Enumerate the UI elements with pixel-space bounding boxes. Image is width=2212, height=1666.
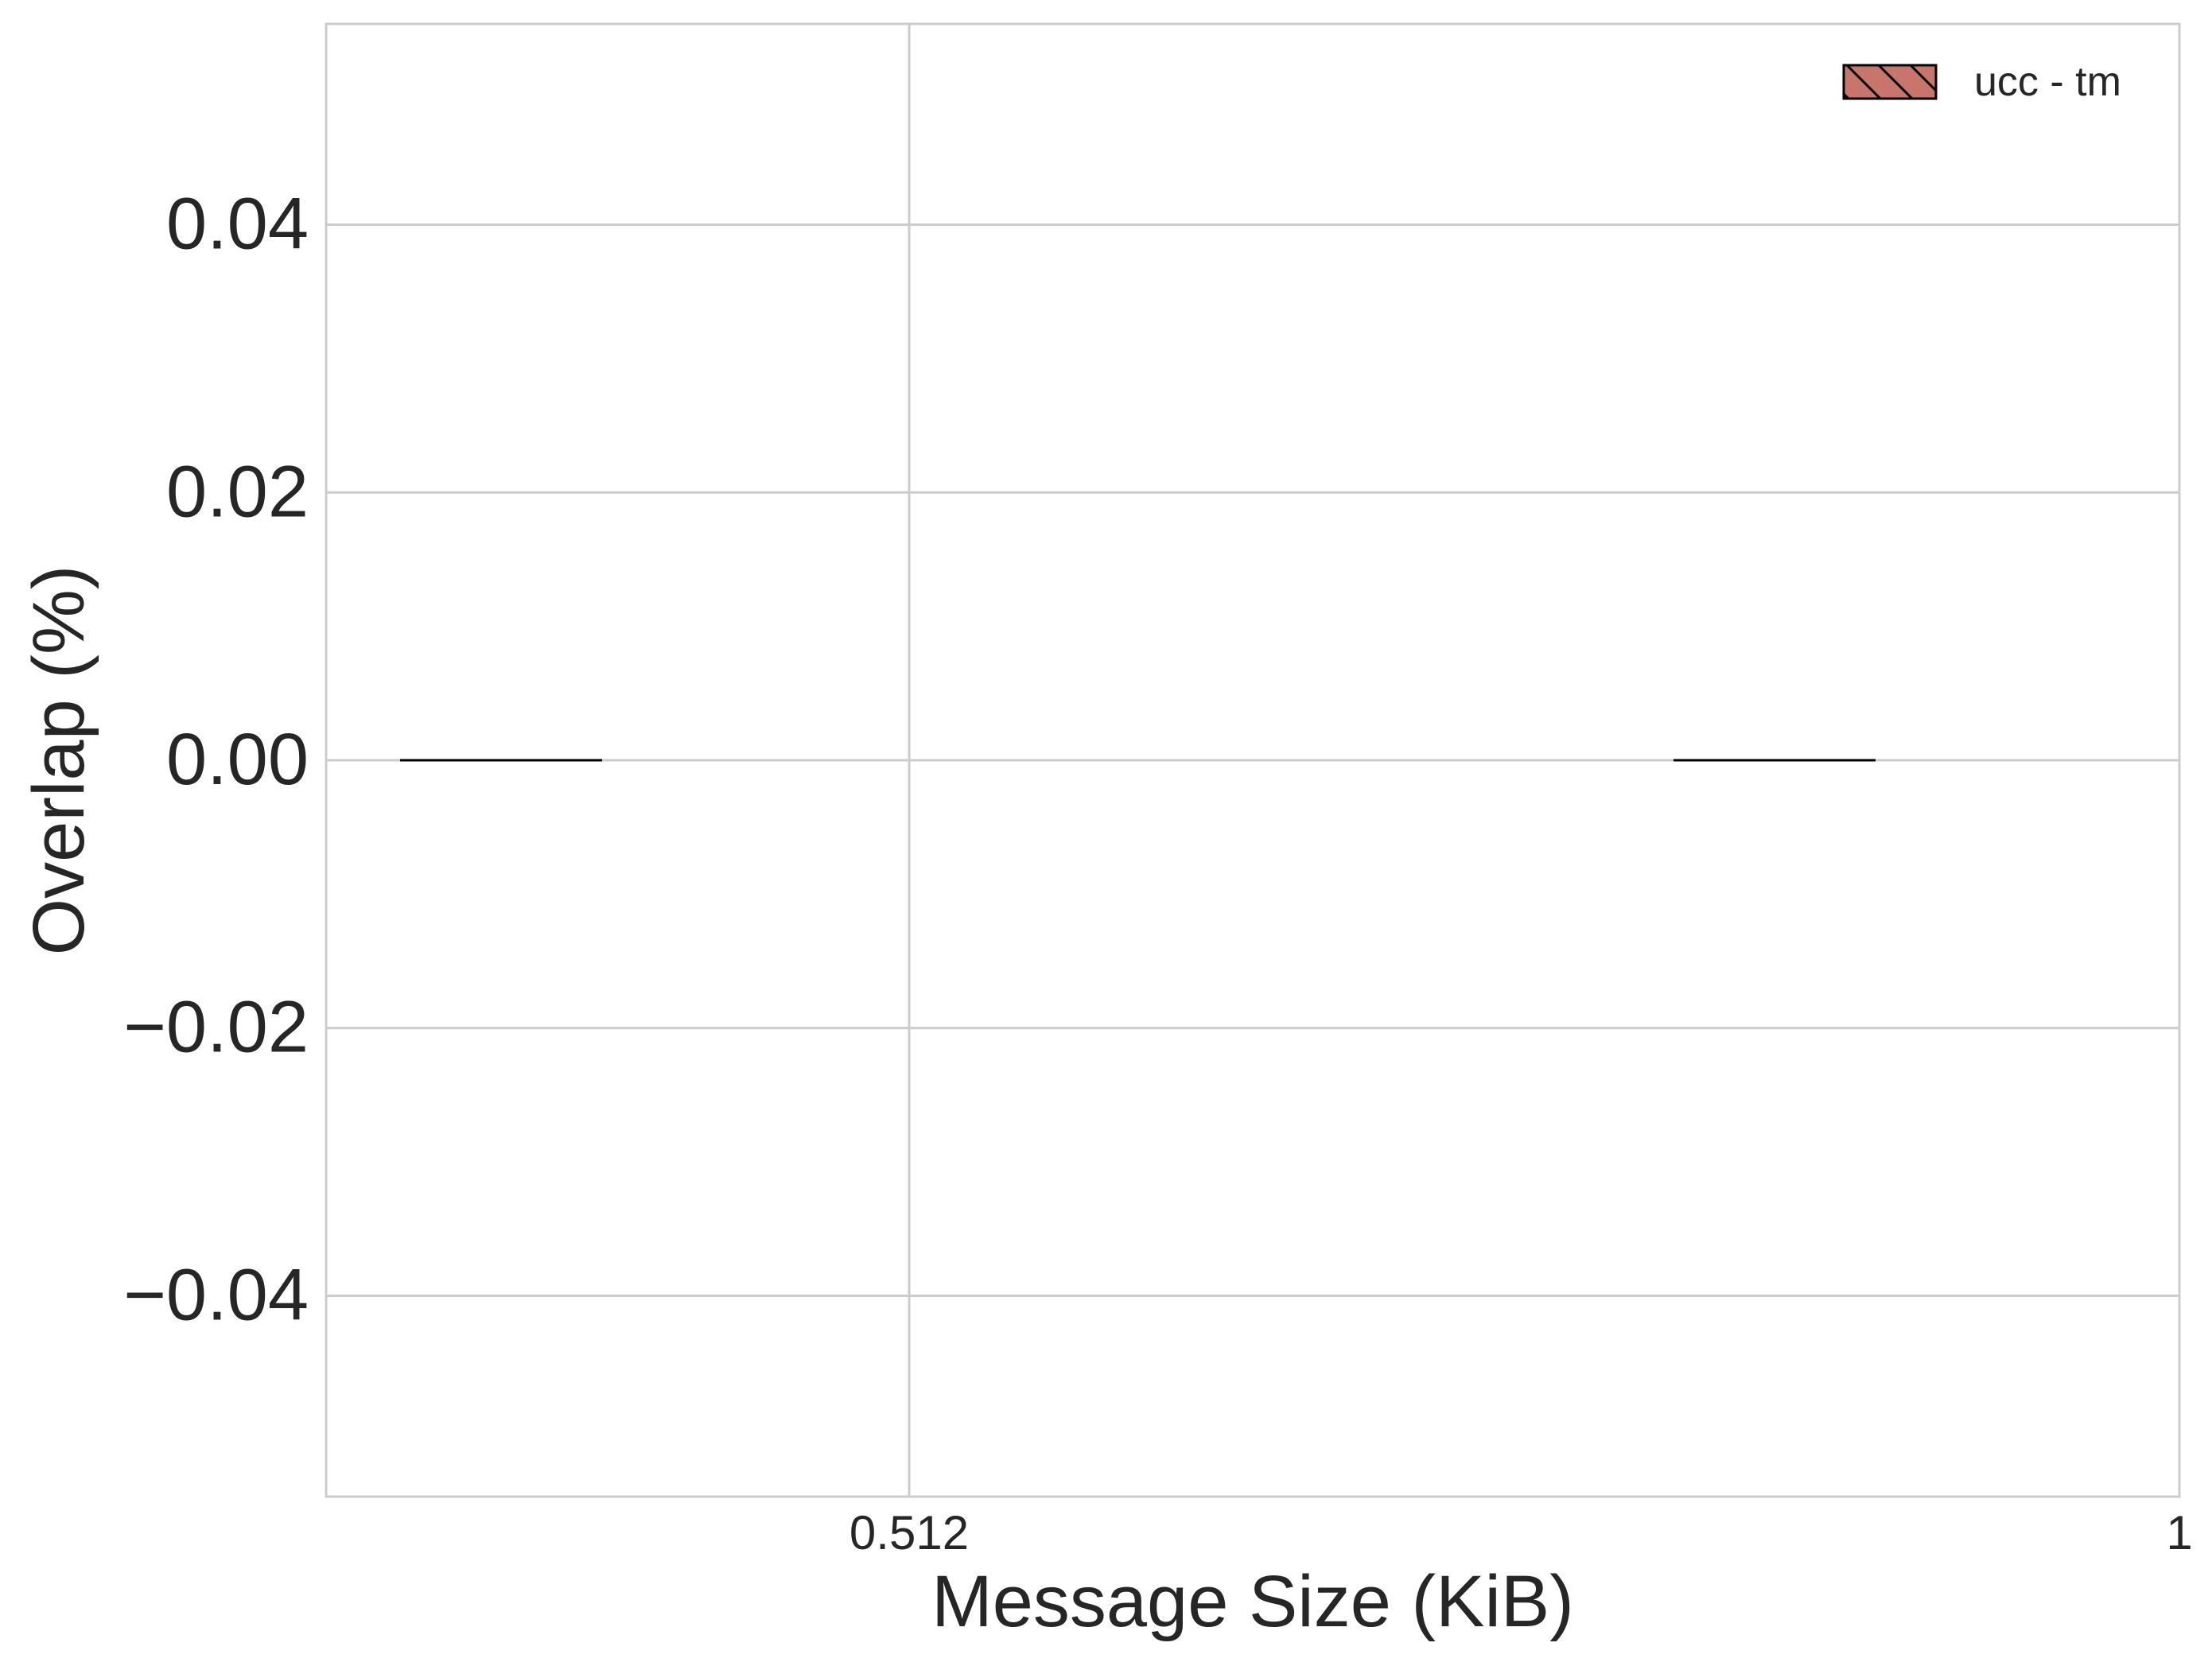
y-tick-labels: 0.04 0.02 0.00 −0.02 −0.04 — [123, 184, 309, 1336]
x-tick-label: 0.512 — [849, 1506, 969, 1559]
x-tick-label: 1 — [2166, 1506, 2192, 1559]
x-tick-labels: 0.512 1 — [849, 1506, 2193, 1559]
legend-swatch-ucc-tm — [1842, 64, 1938, 100]
y-tick-label: 0.04 — [166, 184, 309, 265]
y-tick-label: −0.04 — [123, 1254, 309, 1335]
y-axis-label: Overlap (%) — [18, 565, 99, 956]
y-tick-label: −0.02 — [123, 987, 309, 1068]
y-tick-label: 0.02 — [166, 451, 309, 532]
legend-label-ucc-tm: ucc - tm — [1974, 59, 2121, 105]
grid-lines — [326, 24, 2181, 1497]
x-axis-label: Message Size (KiB) — [931, 1561, 1574, 1642]
y-tick-label: 0.00 — [166, 719, 309, 800]
legend: ucc - tm — [1842, 59, 2121, 105]
